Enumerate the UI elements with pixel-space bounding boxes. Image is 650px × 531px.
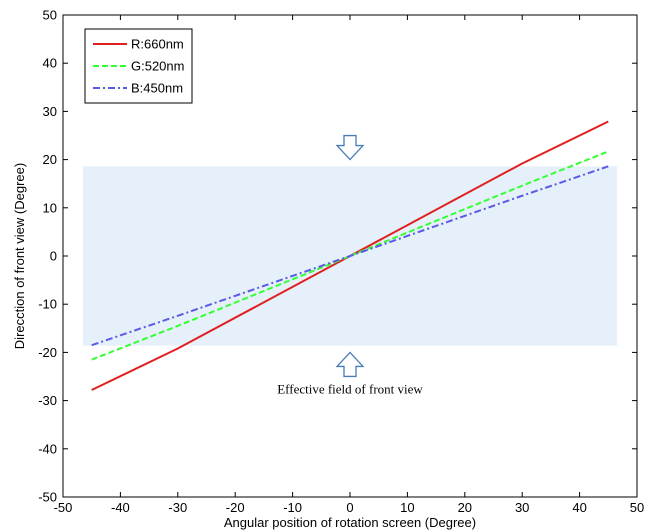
x-tick-label: 0 xyxy=(346,500,353,515)
x-tick-label: -40 xyxy=(111,500,130,515)
annotation-layer: Effective field of front view xyxy=(277,134,423,396)
series-line-3 xyxy=(91,165,609,347)
legend-label-2: G:520nm xyxy=(131,59,184,74)
y-tick-label: 20 xyxy=(43,152,57,167)
y-tick-label: 0 xyxy=(50,249,57,264)
legend-label-3: B:450nm xyxy=(131,81,183,96)
y-tick-label: -50 xyxy=(38,490,57,505)
x-axis-title: Angular position of rotation screen (Deg… xyxy=(224,515,476,530)
legend-label-1: R:660nm xyxy=(131,37,184,52)
y-tick-label: 40 xyxy=(43,56,57,71)
x-tick-label: -30 xyxy=(168,500,187,515)
y-tick-label: -10 xyxy=(38,297,57,312)
legend: R:660nm G:520nm B:450nm xyxy=(84,28,193,104)
y-tick-label: -20 xyxy=(38,345,57,360)
y-axis-title: Direcction of front view (Degree) xyxy=(12,163,27,349)
x-tick-label: 10 xyxy=(400,500,414,515)
up-arrow-icon xyxy=(335,351,365,378)
x-tick-label: -20 xyxy=(226,500,245,515)
y-tick-label: -30 xyxy=(38,393,57,408)
x-tick-label: -10 xyxy=(283,500,302,515)
series-layer xyxy=(91,120,609,391)
x-tick-label: 40 xyxy=(572,500,586,515)
x-tick-label: 30 xyxy=(515,500,529,515)
x-tick-label: -50 xyxy=(54,500,73,515)
y-tick-label: -40 xyxy=(38,441,57,456)
annotation-text: Effective field of front view xyxy=(277,381,423,396)
tick-layer: -50 -40 -30 -20 -10 0 10 20 30 40 50 -50 -40 -30 -20 -1… xyxy=(38,8,644,516)
x-tick-label: 20 xyxy=(458,500,472,515)
series-line-2 xyxy=(91,150,609,361)
x-tick-label: 50 xyxy=(630,500,644,515)
y-tick-label: 10 xyxy=(43,200,57,215)
y-tick-label: 30 xyxy=(43,104,57,119)
down-arrow-icon xyxy=(335,134,365,161)
y-tick-label: 50 xyxy=(43,8,57,23)
